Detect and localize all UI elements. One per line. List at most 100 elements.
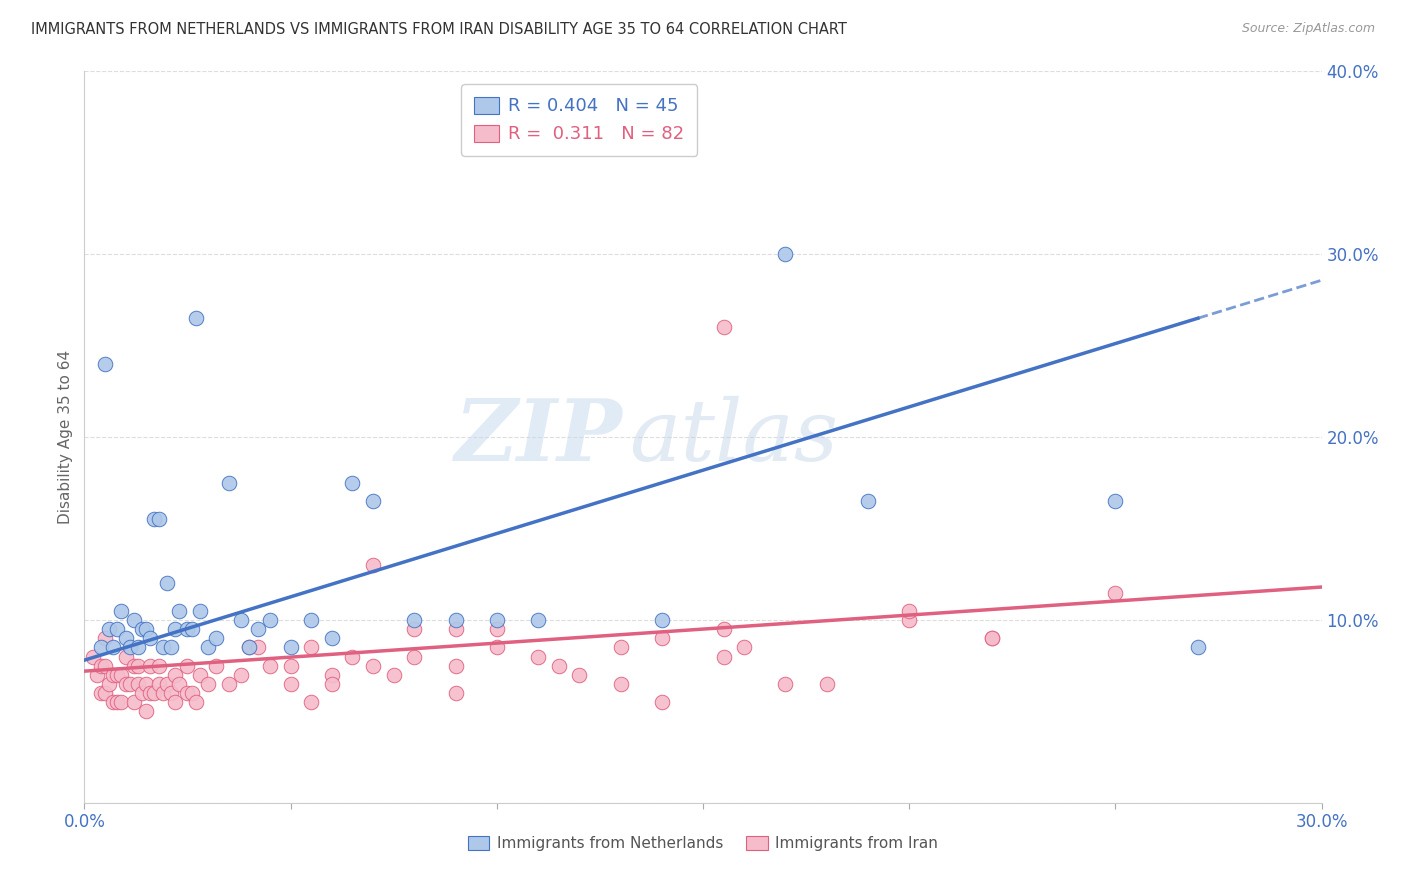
Point — [118, 677, 141, 691]
Point — [259, 613, 281, 627]
Point — [160, 640, 183, 655]
Point — [527, 613, 550, 627]
Point — [651, 632, 673, 646]
Point — [229, 667, 252, 681]
Point — [167, 677, 190, 691]
Point — [148, 677, 170, 691]
Point — [110, 604, 132, 618]
Point — [188, 667, 211, 681]
Point — [280, 677, 302, 691]
Point — [90, 640, 112, 655]
Point — [321, 677, 343, 691]
Point — [713, 649, 735, 664]
Point — [485, 640, 508, 655]
Point — [188, 604, 211, 618]
Legend: Immigrants from Netherlands, Immigrants from Iran: Immigrants from Netherlands, Immigrants … — [461, 830, 945, 857]
Point — [856, 494, 879, 508]
Text: Source: ZipAtlas.com: Source: ZipAtlas.com — [1241, 22, 1375, 36]
Point — [280, 658, 302, 673]
Point — [110, 667, 132, 681]
Point — [238, 640, 260, 655]
Point — [361, 494, 384, 508]
Point — [527, 649, 550, 664]
Point — [980, 632, 1002, 646]
Point — [114, 677, 136, 691]
Point — [1187, 640, 1209, 655]
Point — [167, 604, 190, 618]
Point — [280, 640, 302, 655]
Point — [815, 677, 838, 691]
Point — [342, 649, 364, 664]
Point — [404, 649, 426, 664]
Point — [361, 558, 384, 573]
Point — [122, 695, 145, 709]
Point — [404, 622, 426, 636]
Point — [651, 613, 673, 627]
Point — [775, 247, 797, 261]
Point — [90, 658, 112, 673]
Point — [152, 686, 174, 700]
Point — [1104, 494, 1126, 508]
Point — [94, 357, 117, 371]
Point — [122, 613, 145, 627]
Point — [176, 622, 198, 636]
Point — [135, 622, 157, 636]
Point — [103, 640, 125, 655]
Point — [218, 475, 240, 490]
Point — [404, 613, 426, 627]
Point — [218, 677, 240, 691]
Point — [485, 622, 508, 636]
Point — [444, 658, 467, 673]
Point — [86, 667, 108, 681]
Point — [94, 658, 117, 673]
Point — [184, 311, 207, 326]
Point — [139, 658, 162, 673]
Point — [165, 695, 187, 709]
Point — [299, 613, 322, 627]
Point — [127, 677, 149, 691]
Point — [131, 686, 153, 700]
Point — [1104, 585, 1126, 599]
Point — [733, 640, 755, 655]
Point — [110, 695, 132, 709]
Text: IMMIGRANTS FROM NETHERLANDS VS IMMIGRANTS FROM IRAN DISABILITY AGE 35 TO 64 CORR: IMMIGRANTS FROM NETHERLANDS VS IMMIGRANT… — [31, 22, 846, 37]
Point — [176, 686, 198, 700]
Point — [299, 695, 322, 709]
Point — [122, 658, 145, 673]
Point — [485, 613, 508, 627]
Point — [143, 686, 166, 700]
Point — [651, 695, 673, 709]
Point — [229, 613, 252, 627]
Point — [321, 667, 343, 681]
Point — [382, 667, 405, 681]
Point — [568, 667, 591, 681]
Point — [156, 677, 179, 691]
Point — [82, 649, 104, 664]
Point — [103, 695, 125, 709]
Point — [321, 632, 343, 646]
Point — [176, 658, 198, 673]
Point — [135, 677, 157, 691]
Point — [184, 695, 207, 709]
Point — [139, 632, 162, 646]
Y-axis label: Disability Age 35 to 64: Disability Age 35 to 64 — [58, 350, 73, 524]
Point — [775, 677, 797, 691]
Point — [444, 622, 467, 636]
Point — [299, 640, 322, 655]
Point — [180, 622, 202, 636]
Point — [131, 622, 153, 636]
Point — [156, 576, 179, 591]
Point — [246, 640, 269, 655]
Text: ZIP: ZIP — [454, 395, 623, 479]
Point — [898, 604, 921, 618]
Point — [197, 677, 219, 691]
Point — [160, 686, 183, 700]
Point — [547, 658, 569, 673]
Point — [90, 686, 112, 700]
Point — [165, 667, 187, 681]
Point — [94, 632, 117, 646]
Point — [713, 320, 735, 334]
Point — [98, 677, 121, 691]
Point — [205, 658, 228, 673]
Point — [127, 658, 149, 673]
